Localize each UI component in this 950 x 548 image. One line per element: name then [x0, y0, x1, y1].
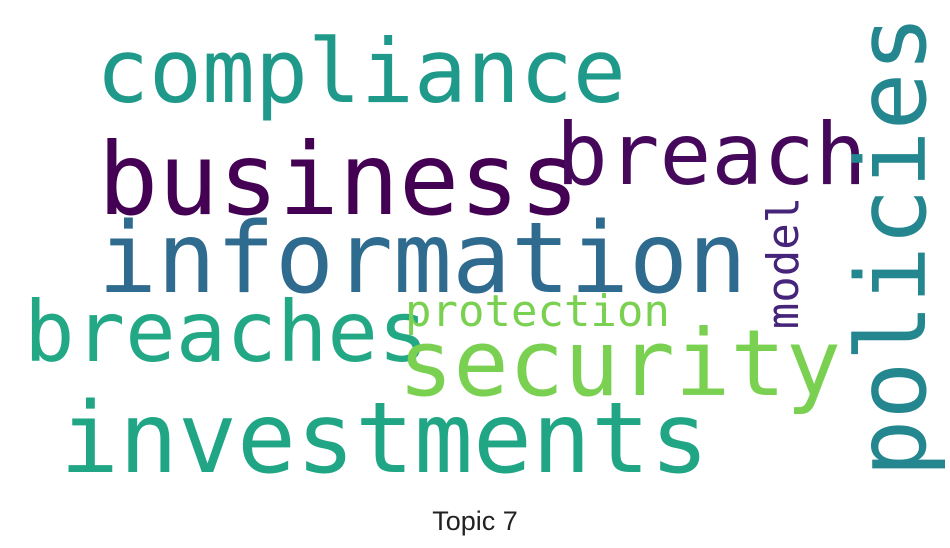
word-policies: policies — [836, 14, 948, 478]
word-model: model — [758, 196, 809, 330]
topic-caption: Topic 7 — [432, 506, 518, 536]
word-breach: breach — [556, 105, 867, 205]
word-investments: investments — [60, 382, 710, 496]
word-information: information — [98, 202, 748, 316]
word-protection: protection — [405, 286, 670, 337]
word-compliance: compliance — [96, 20, 626, 123]
word-security: security — [398, 310, 842, 417]
word-business: business — [98, 121, 580, 238]
word-breaches: breaches — [24, 283, 429, 381]
